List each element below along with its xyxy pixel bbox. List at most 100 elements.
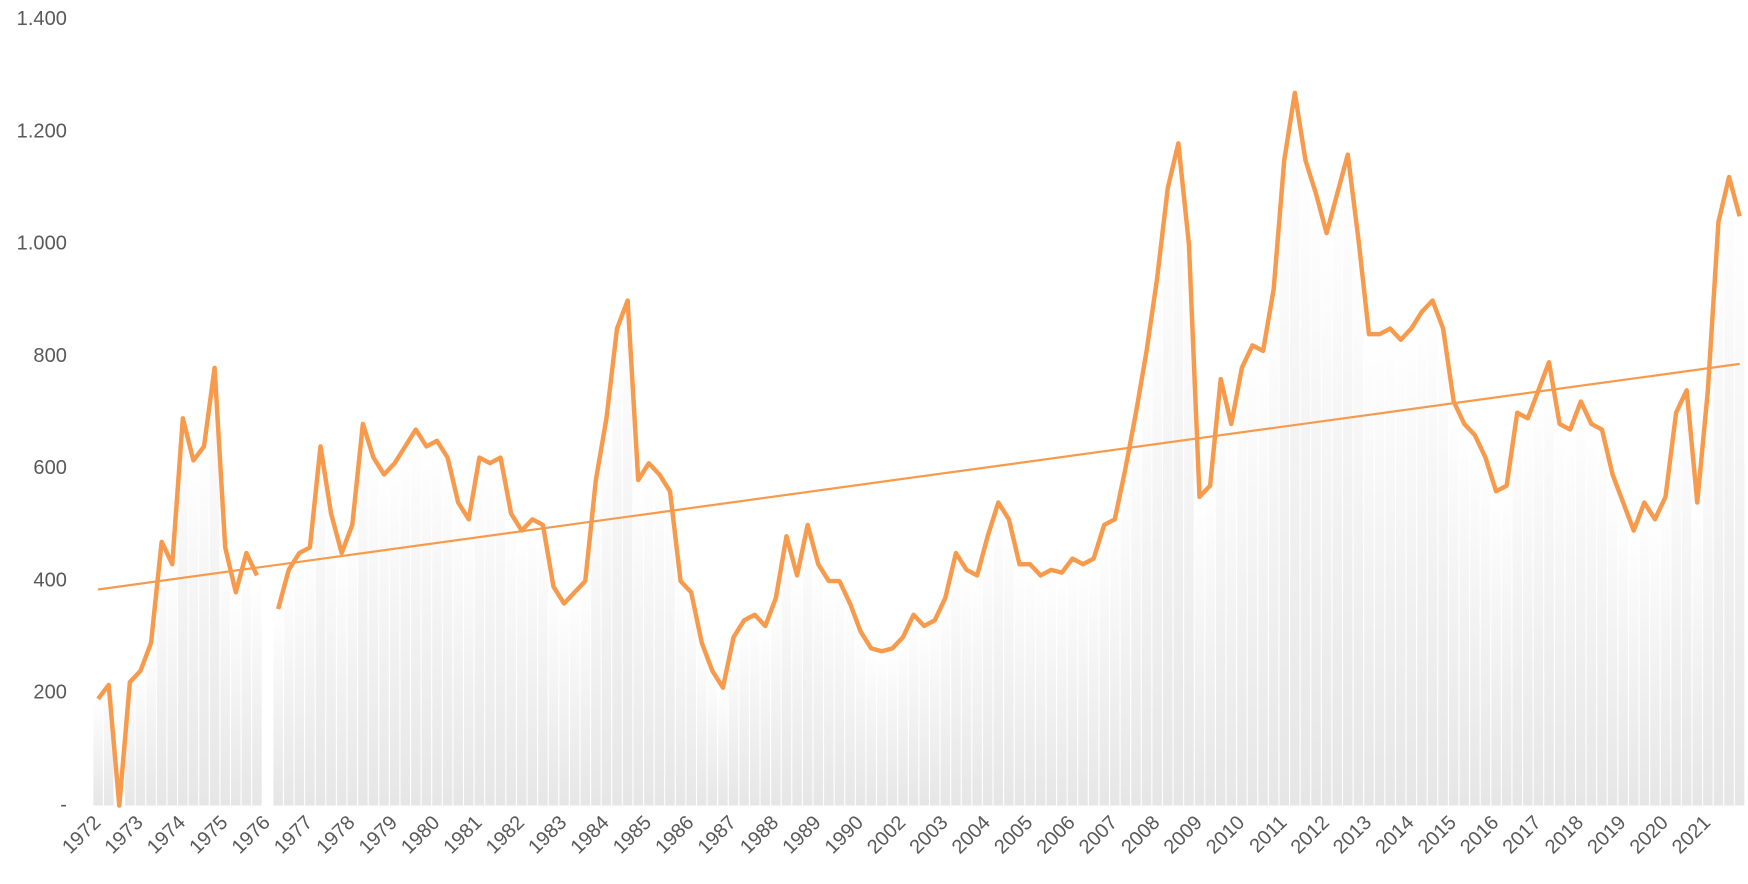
bar (1152, 278, 1162, 806)
bar (1099, 524, 1109, 806)
bar (877, 651, 887, 806)
x-tick-label: 2013 (1329, 812, 1376, 859)
bar (622, 300, 633, 806)
bar (1438, 328, 1448, 806)
bar (167, 564, 178, 806)
bar (707, 670, 718, 806)
bar (1597, 429, 1607, 806)
bar (1258, 350, 1268, 806)
bar (601, 418, 612, 806)
y-tick-label: 1.200 (17, 120, 67, 142)
x-tick-label: 1984 (567, 812, 614, 859)
x-tick-label: 1976 (228, 812, 275, 859)
bar (1417, 311, 1427, 806)
bar (358, 423, 368, 806)
bar (1131, 412, 1141, 806)
bar (665, 491, 675, 806)
bar (305, 547, 315, 806)
x-tick-label: 2020 (1626, 812, 1673, 859)
x-tick-label: 2016 (1456, 812, 1503, 859)
y-tick-label: 800 (33, 345, 66, 367)
bar (686, 592, 696, 806)
bar (485, 463, 495, 806)
bar (834, 581, 845, 806)
bar (1480, 457, 1491, 806)
bar (718, 687, 728, 806)
bar (824, 581, 834, 806)
bar (908, 614, 919, 806)
bar (559, 603, 569, 806)
bar (972, 575, 982, 806)
x-tick-label: 1988 (736, 812, 783, 859)
bar (347, 524, 358, 806)
bar (1660, 496, 1671, 806)
x-tick-label: 1972 (58, 812, 105, 859)
x-tick-label: 1975 (185, 812, 232, 859)
bar (336, 553, 347, 806)
bar (527, 519, 538, 806)
bar (1385, 328, 1395, 806)
trend-line (97, 362, 1740, 591)
bar (146, 642, 156, 806)
bar (866, 648, 876, 806)
bar (506, 513, 516, 806)
bar (1734, 216, 1745, 806)
bar (103, 684, 114, 806)
bar (1014, 564, 1025, 806)
bar (1321, 233, 1332, 806)
y-tick-label: 600 (33, 457, 66, 479)
bar (644, 463, 654, 806)
bar (1226, 423, 1237, 806)
bar (887, 648, 898, 806)
bar (1004, 519, 1014, 806)
bar (188, 460, 199, 806)
bar (1078, 564, 1088, 806)
bar (1353, 238, 1364, 806)
y-tick-label: 1.400 (17, 8, 67, 30)
bar (1671, 412, 1681, 806)
bar (696, 642, 707, 806)
bar (845, 603, 855, 806)
bar (538, 524, 548, 806)
bar (612, 328, 622, 806)
bar (855, 631, 866, 806)
bar (1618, 502, 1628, 806)
bar (792, 575, 802, 806)
bar (548, 586, 559, 806)
bar (1268, 289, 1279, 806)
bar (1628, 530, 1639, 806)
bar (326, 513, 336, 806)
bar (1343, 154, 1353, 806)
bar (315, 446, 326, 806)
bar (294, 553, 305, 806)
bar (178, 418, 188, 806)
bar (1491, 491, 1501, 806)
bar (898, 637, 908, 806)
bar (728, 637, 739, 806)
bar (400, 446, 410, 806)
x-tick-label: 1982 (482, 812, 529, 859)
x-tick-label: 2007 (1075, 812, 1122, 859)
bar (1364, 334, 1374, 806)
bar (961, 569, 972, 806)
bar (1448, 401, 1459, 806)
bar (1247, 345, 1258, 806)
x-tick-label: 2003 (905, 812, 952, 859)
bar (1290, 92, 1300, 806)
bar (1576, 401, 1586, 806)
bar (1544, 362, 1554, 806)
bar (1205, 485, 1215, 806)
bar (411, 429, 421, 806)
bar (1470, 435, 1480, 806)
x-tick-label: 1981 (439, 812, 486, 859)
bar (951, 553, 961, 806)
bar (982, 536, 993, 806)
bar (739, 620, 749, 806)
x-tick-label: 2006 (1033, 812, 1080, 859)
bar (1141, 350, 1152, 806)
bar (125, 682, 135, 806)
bar (802, 524, 813, 806)
x-tick-label: 2019 (1583, 812, 1630, 859)
bar (495, 457, 506, 806)
